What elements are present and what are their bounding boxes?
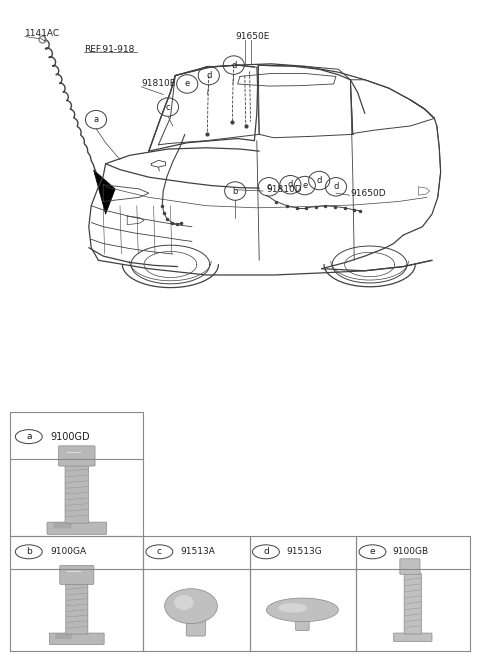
Text: e: e <box>370 547 375 556</box>
Text: c: c <box>166 102 170 112</box>
FancyBboxPatch shape <box>186 615 205 636</box>
FancyBboxPatch shape <box>404 573 421 634</box>
Ellipse shape <box>278 603 307 613</box>
Text: d: d <box>231 60 237 70</box>
Ellipse shape <box>165 588 217 624</box>
Text: e: e <box>185 79 190 89</box>
Text: d: d <box>333 182 339 192</box>
Text: 1141AC: 1141AC <box>25 29 60 38</box>
FancyBboxPatch shape <box>49 633 104 645</box>
Text: 91810E: 91810E <box>142 79 176 88</box>
Ellipse shape <box>266 598 338 622</box>
FancyBboxPatch shape <box>47 522 107 535</box>
Text: REF.91-918: REF.91-918 <box>84 45 134 54</box>
Text: d: d <box>206 71 212 80</box>
Text: a: a <box>26 432 32 441</box>
Text: 91513A: 91513A <box>180 547 215 556</box>
FancyBboxPatch shape <box>59 446 95 466</box>
Text: 91650D: 91650D <box>350 190 386 199</box>
Text: d: d <box>288 180 293 189</box>
Text: d: d <box>263 547 269 556</box>
Text: 9100GA: 9100GA <box>50 547 86 556</box>
Text: c: c <box>266 182 271 192</box>
Text: 91650E: 91650E <box>235 32 270 41</box>
Text: b: b <box>26 547 32 556</box>
FancyBboxPatch shape <box>66 583 88 634</box>
Polygon shape <box>94 170 115 214</box>
Text: a: a <box>94 115 98 124</box>
FancyBboxPatch shape <box>55 633 72 639</box>
Text: 9100GB: 9100GB <box>393 547 429 556</box>
Text: 9100GD: 9100GD <box>50 432 90 441</box>
FancyBboxPatch shape <box>53 522 72 529</box>
Ellipse shape <box>174 595 193 610</box>
Text: 91810D: 91810D <box>266 185 302 194</box>
Text: d: d <box>316 176 322 185</box>
FancyBboxPatch shape <box>65 465 88 523</box>
Text: e: e <box>302 181 307 190</box>
Text: c: c <box>157 547 162 556</box>
Text: 91513G: 91513G <box>286 547 322 556</box>
Text: b: b <box>232 186 238 195</box>
FancyBboxPatch shape <box>400 559 420 574</box>
FancyBboxPatch shape <box>60 565 94 584</box>
FancyBboxPatch shape <box>296 615 309 630</box>
FancyBboxPatch shape <box>394 633 432 642</box>
